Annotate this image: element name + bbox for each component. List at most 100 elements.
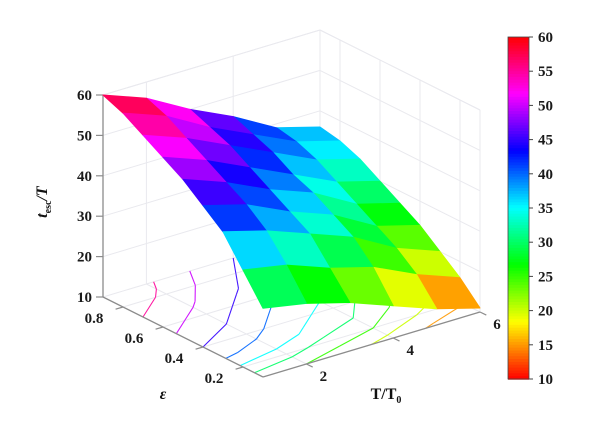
colorbar-tick-label: 20	[538, 304, 553, 320]
colorbar-gradient-step	[508, 39, 529, 44]
colorbar-gradient-step	[508, 370, 529, 374]
colorbar-gradient-step	[508, 125, 529, 129]
colorbar-gradient-step	[508, 216, 529, 221]
contour-line	[371, 334, 388, 345]
contour-line	[202, 323, 227, 348]
contour-line	[189, 270, 196, 286]
colorbar-gradient-step	[508, 205, 529, 209]
y-axis-label: ε	[159, 386, 167, 403]
colorbar-gradient-step	[508, 324, 529, 329]
colorbar-gradient-step	[508, 82, 529, 87]
contour-line	[276, 333, 300, 350]
colorbar-gradient-step	[508, 347, 529, 352]
colorbar-gradient-step	[508, 151, 529, 155]
contour-line	[307, 337, 324, 348]
colorbar-tick-label: 40	[538, 167, 553, 183]
grid-line	[146, 283, 307, 365]
colorbar-gradient-step	[508, 196, 529, 201]
colorbar-gradient-step	[508, 213, 529, 218]
colorbar-gradient-step	[508, 253, 529, 258]
colorbar-gradient-step	[508, 364, 529, 369]
colorbar-gradient-step	[508, 230, 529, 235]
pane-edge	[319, 29, 481, 111]
colorbar-gradient-step	[508, 48, 529, 52]
surface-mesh	[102, 94, 481, 310]
contour-line	[352, 301, 356, 319]
y-tick	[235, 366, 244, 370]
colorbar-gradient-step	[508, 59, 529, 64]
colorbar-gradient-step	[508, 361, 529, 366]
x-axis-label-sub: 0	[396, 395, 402, 407]
x-tick-label: 2	[320, 369, 328, 385]
contour-line	[235, 288, 239, 295]
colorbar-tick-label: 45	[538, 133, 553, 149]
colorbar-gradient-step	[508, 339, 529, 343]
x-tick-label: 4	[406, 343, 414, 359]
y-tick-label: 0.8	[85, 311, 104, 327]
colorbar-gradient-step	[508, 245, 529, 249]
y-tick	[115, 306, 124, 310]
x-tick	[479, 311, 487, 316]
pane-edge	[102, 29, 321, 96]
colorbar-gradient-step	[508, 233, 529, 238]
x-tick	[392, 337, 400, 342]
colorbar-gradient-step	[508, 145, 529, 149]
colorbar-gradient-step	[508, 136, 529, 141]
x-axis-label: T/T0	[346, 386, 426, 406]
colorbar-gradient-step	[508, 250, 529, 255]
grid-line	[319, 69, 481, 151]
colorbar-gradient-step	[508, 188, 529, 192]
colorbar: 60 55 50 45 40 35 30 25 20 15 10	[507, 30, 553, 388]
colorbar-gradient-step	[508, 156, 529, 161]
colorbar-gradient-step	[508, 68, 529, 72]
axes: 60 50 40 30 20 10 0.8 0.6 0.4 0.2 2 4 6	[77, 88, 501, 387]
z-axis-label-main: t	[33, 213, 51, 218]
colorbar-gradient-step	[508, 111, 529, 115]
colorbar-gradient-step	[508, 173, 529, 178]
y-tick	[195, 346, 204, 350]
colorbar-gradient-step	[508, 256, 529, 260]
colorbar-gradient-step	[508, 91, 529, 95]
colorbar-gradient-step	[508, 108, 529, 112]
colorbar-gradient-step	[508, 88, 529, 92]
x-tick-label: 6	[493, 317, 501, 333]
colorbar-tick-label: 30	[538, 235, 553, 251]
colorbar-gradient-step	[508, 247, 529, 252]
colorbar-gradient-step	[508, 179, 529, 184]
contour-line	[339, 327, 374, 347]
colorbar-gradient-step	[508, 353, 529, 357]
colorbar-gradient-step	[508, 273, 529, 278]
grid-line	[242, 301, 461, 368]
colorbar-gradient-step	[508, 119, 529, 124]
contour-line	[237, 338, 257, 354]
colorbar-gradient-step	[508, 42, 529, 47]
contour-line	[192, 301, 196, 308]
colorbar-gradient-step	[508, 176, 529, 181]
colorbar-gradient-step	[508, 359, 529, 363]
colorbar-gradient-step	[508, 190, 529, 195]
contour-line	[235, 273, 240, 289]
colorbar-gradient-step	[508, 236, 529, 241]
colorbar-gradient-step	[508, 116, 529, 121]
y-tick-label: 0.4	[165, 351, 184, 367]
z-tick-label: 10	[77, 290, 92, 306]
contour-line	[306, 345, 341, 365]
colorbar-gradient-step	[508, 208, 529, 212]
colorbar-gradient-step	[508, 265, 529, 269]
z-axis-label: tesc/T	[34, 154, 54, 250]
colorbar-gradient-step	[508, 168, 529, 172]
z-tick-label: 50	[77, 128, 92, 144]
colorbar-gradient-step	[508, 133, 529, 138]
contour-line	[322, 317, 354, 339]
colorbar-gradient-step	[508, 239, 529, 243]
contour-line	[154, 288, 157, 298]
colorbar-gradient-step	[508, 219, 529, 223]
contour-line	[255, 328, 265, 340]
colorbar-gradient-step	[508, 356, 529, 360]
colorbar-gradient-step	[508, 279, 529, 283]
grid-line	[319, 110, 481, 192]
x-axis-line	[262, 311, 481, 378]
colorbar-tick-label: 35	[538, 201, 553, 217]
